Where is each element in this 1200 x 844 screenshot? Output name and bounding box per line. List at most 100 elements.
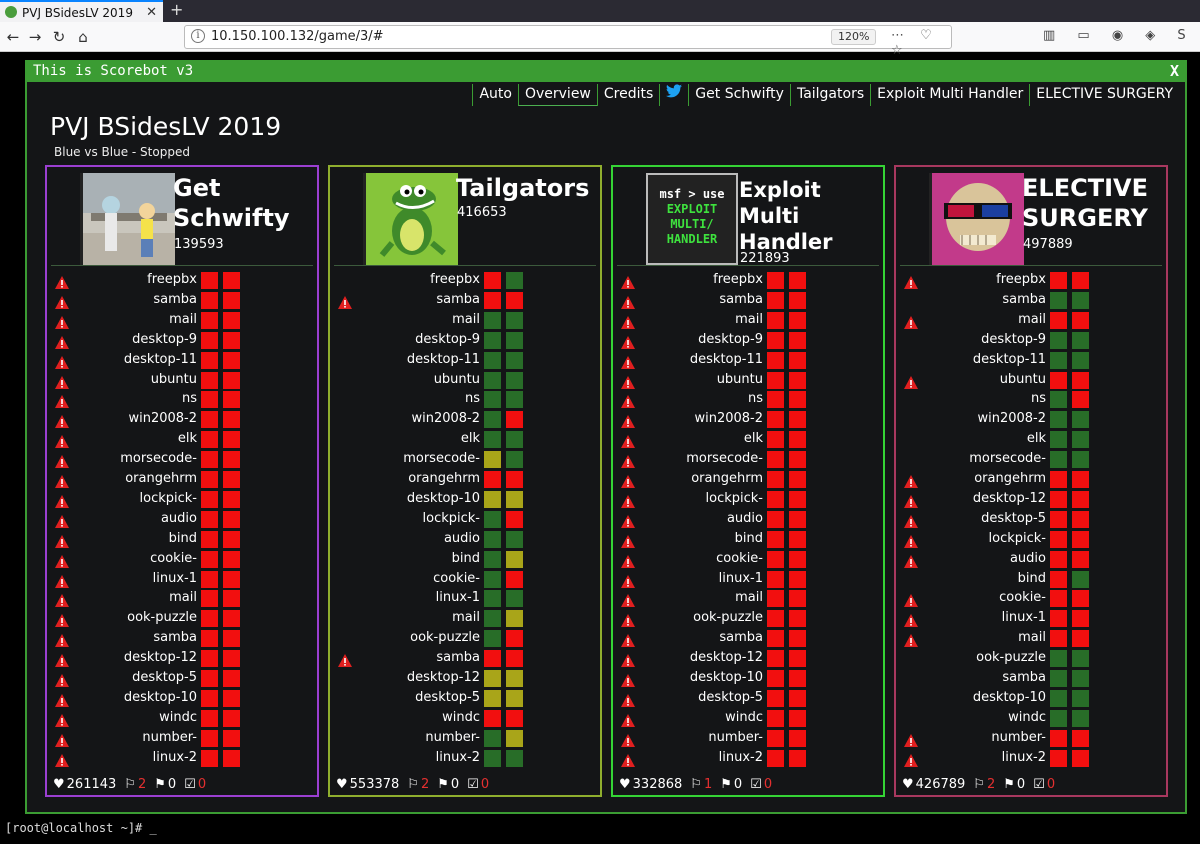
service-status-primary[interactable] — [1050, 351, 1067, 369]
service-status-secondary[interactable] — [506, 749, 523, 767]
service-status-primary[interactable] — [1050, 709, 1067, 727]
service-status-secondary[interactable] — [789, 331, 806, 349]
service-status-secondary[interactable] — [223, 630, 240, 648]
service-status-primary[interactable] — [484, 550, 501, 568]
service-status-primary[interactable] — [1050, 471, 1067, 488]
service-status-primary[interactable] — [767, 411, 784, 429]
service-status-secondary[interactable] — [506, 590, 523, 608]
service-status-secondary[interactable] — [1072, 490, 1089, 508]
service-status-secondary[interactable] — [789, 311, 806, 329]
service-status-secondary[interactable] — [506, 630, 523, 648]
toolbar-icons[interactable]: ▥ ▭ ◉ ◈ S ☰ — [1043, 28, 1200, 43]
service-status-primary[interactable] — [1050, 411, 1067, 429]
service-status-secondary[interactable] — [789, 570, 806, 588]
service-status-primary[interactable] — [1050, 510, 1067, 528]
service-status-secondary[interactable] — [506, 689, 523, 707]
service-status-primary[interactable] — [767, 431, 784, 449]
service-status-primary[interactable] — [767, 570, 784, 588]
service-status-primary[interactable] — [484, 670, 501, 687]
service-status-primary[interactable] — [484, 689, 501, 707]
service-status-secondary[interactable] — [223, 550, 240, 568]
service-status-primary[interactable] — [484, 610, 501, 628]
service-status-secondary[interactable] — [506, 371, 523, 389]
service-status-primary[interactable] — [201, 689, 218, 707]
service-status-secondary[interactable] — [506, 510, 523, 528]
service-status-secondary[interactable] — [223, 729, 240, 747]
service-status-primary[interactable] — [201, 570, 218, 588]
service-status-primary[interactable] — [767, 650, 784, 668]
service-status-primary[interactable] — [484, 749, 501, 767]
service-status-primary[interactable] — [484, 471, 501, 488]
service-status-secondary[interactable] — [789, 689, 806, 707]
service-status-primary[interactable] — [201, 311, 218, 329]
service-status-secondary[interactable] — [1072, 630, 1089, 648]
service-status-secondary[interactable] — [1072, 391, 1089, 409]
service-status-secondary[interactable] — [1072, 272, 1089, 289]
service-status-primary[interactable] — [1050, 749, 1067, 767]
service-status-primary[interactable] — [201, 510, 218, 528]
menu-team-elective-surgery[interactable]: ELECTIVE SURGERY — [1029, 84, 1179, 106]
service-status-secondary[interactable] — [789, 451, 806, 469]
menu-overview[interactable]: Overview — [517, 84, 597, 106]
service-status-primary[interactable] — [767, 670, 784, 687]
service-status-secondary[interactable] — [1072, 729, 1089, 747]
service-status-secondary[interactable] — [506, 351, 523, 369]
service-status-primary[interactable] — [767, 272, 784, 289]
service-status-secondary[interactable] — [1072, 331, 1089, 349]
menu-team-get-schwifty[interactable]: Get Schwifty — [688, 84, 790, 106]
service-status-primary[interactable] — [201, 471, 218, 488]
service-status-primary[interactable] — [1050, 670, 1067, 687]
service-status-primary[interactable] — [201, 272, 218, 289]
service-status-primary[interactable] — [767, 351, 784, 369]
service-status-primary[interactable] — [201, 331, 218, 349]
service-status-primary[interactable] — [484, 729, 501, 747]
service-status-primary[interactable] — [767, 630, 784, 648]
service-status-secondary[interactable] — [1072, 610, 1089, 628]
service-status-primary[interactable] — [767, 530, 784, 548]
terminal-prompt[interactable]: [root@localhost ~]# _ — [5, 821, 157, 835]
service-status-secondary[interactable] — [789, 431, 806, 449]
service-status-primary[interactable] — [767, 451, 784, 469]
service-status-secondary[interactable] — [1072, 550, 1089, 568]
service-status-primary[interactable] — [201, 291, 218, 309]
service-status-secondary[interactable] — [506, 610, 523, 628]
service-status-secondary[interactable] — [223, 351, 240, 369]
service-status-secondary[interactable] — [1072, 351, 1089, 369]
service-status-primary[interactable] — [201, 670, 218, 687]
service-status-primary[interactable] — [1050, 490, 1067, 508]
service-status-secondary[interactable] — [789, 490, 806, 508]
service-status-primary[interactable] — [484, 451, 501, 469]
service-status-primary[interactable] — [201, 729, 218, 747]
service-status-primary[interactable] — [1050, 391, 1067, 409]
service-status-secondary[interactable] — [789, 391, 806, 409]
forward-icon[interactable]: → — [28, 28, 42, 46]
service-status-secondary[interactable] — [506, 530, 523, 548]
service-status-primary[interactable] — [1050, 610, 1067, 628]
back-icon[interactable]: ← — [6, 28, 20, 46]
close-icon[interactable]: X — [1169, 62, 1179, 80]
url-bar[interactable]: i 10.150.100.132/game/3/# 120% ⋯ ♡ ☆ — [184, 25, 952, 58]
service-status-secondary[interactable] — [223, 610, 240, 628]
service-status-secondary[interactable] — [223, 570, 240, 588]
service-status-secondary[interactable] — [789, 411, 806, 429]
service-status-secondary[interactable] — [223, 451, 240, 469]
service-status-primary[interactable] — [1050, 689, 1067, 707]
service-status-primary[interactable] — [484, 272, 501, 289]
service-status-primary[interactable] — [484, 490, 501, 508]
service-status-primary[interactable] — [201, 749, 218, 767]
service-status-primary[interactable] — [767, 729, 784, 747]
service-status-secondary[interactable] — [789, 729, 806, 747]
service-status-secondary[interactable] — [506, 471, 523, 488]
home-icon[interactable]: ⌂ — [78, 28, 88, 46]
service-status-secondary[interactable] — [1072, 590, 1089, 608]
url-text[interactable]: 10.150.100.132/game/3/# — [211, 29, 384, 44]
menu-auto[interactable]: Auto — [472, 84, 518, 106]
service-status-primary[interactable] — [201, 590, 218, 608]
service-status-secondary[interactable] — [506, 391, 523, 409]
service-status-primary[interactable] — [1050, 371, 1067, 389]
menu-team-exploit-multi-handler[interactable]: Exploit Multi Handler — [870, 84, 1029, 106]
service-status-secondary[interactable] — [223, 709, 240, 727]
service-status-secondary[interactable] — [1072, 291, 1089, 309]
service-status-primary[interactable] — [767, 291, 784, 309]
service-status-secondary[interactable] — [1072, 530, 1089, 548]
